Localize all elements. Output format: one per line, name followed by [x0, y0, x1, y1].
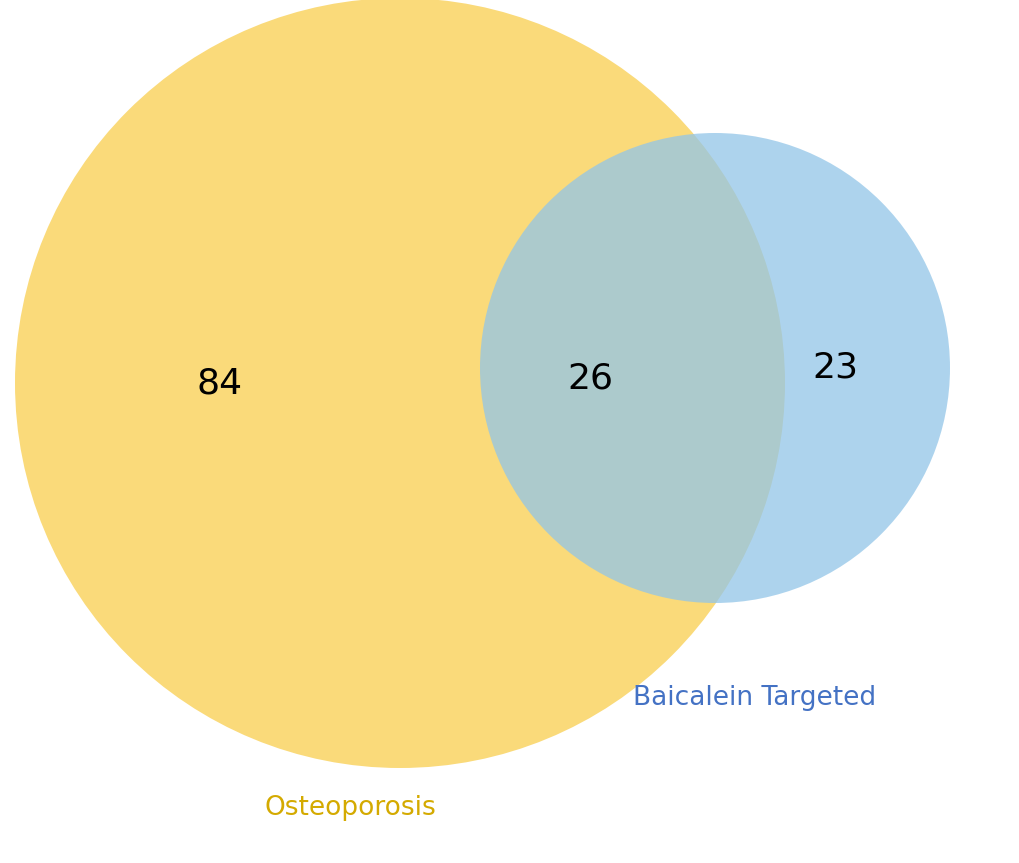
Text: 84: 84 — [197, 366, 243, 400]
Circle shape — [480, 133, 949, 603]
Text: Osteoporosis: Osteoporosis — [264, 795, 435, 821]
Circle shape — [15, 0, 785, 768]
Text: 26: 26 — [567, 361, 612, 395]
Text: Baicalein Targeted: Baicalein Targeted — [633, 685, 875, 711]
Text: 23: 23 — [811, 351, 857, 385]
